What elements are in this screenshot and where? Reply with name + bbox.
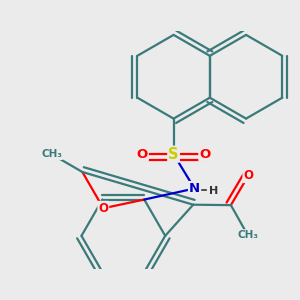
Text: CH₃: CH₃ <box>41 149 62 159</box>
Text: N: N <box>189 182 200 195</box>
Text: O: O <box>199 148 211 161</box>
Text: S: S <box>168 147 179 162</box>
Text: O: O <box>98 202 108 215</box>
Text: O: O <box>136 148 148 161</box>
Text: H: H <box>209 186 218 196</box>
Text: CH₃: CH₃ <box>237 230 258 240</box>
Text: O: O <box>243 169 254 182</box>
